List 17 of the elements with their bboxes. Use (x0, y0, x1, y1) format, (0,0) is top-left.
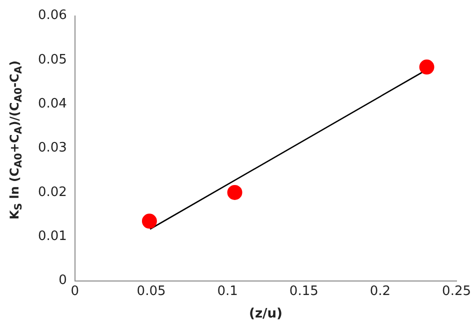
y-tick-label: 0.04 (38, 96, 67, 112)
x-tick-label: 0.25 (442, 284, 472, 299)
point (227, 184, 242, 200)
y-tick-label: 0.03 (38, 140, 67, 156)
x-tick-label: 0.05 (136, 284, 166, 299)
y-tick-label: 0 (58, 273, 67, 288)
x-tick-label: 0 (70, 284, 80, 299)
x-tick-label: 0.2 (370, 284, 391, 299)
x-tick-label: 0.15 (289, 284, 318, 299)
y-tick-label: 0.06 (38, 8, 67, 24)
x-axis-title: (z/u) (249, 306, 282, 322)
y-tick-label: 0.02 (38, 184, 67, 200)
y-tick-label: 0.05 (38, 52, 67, 68)
point (419, 60, 434, 75)
y-tick-label: 0.01 (38, 229, 67, 244)
point (142, 214, 157, 229)
x-tick-label: 0.1 (217, 284, 238, 299)
